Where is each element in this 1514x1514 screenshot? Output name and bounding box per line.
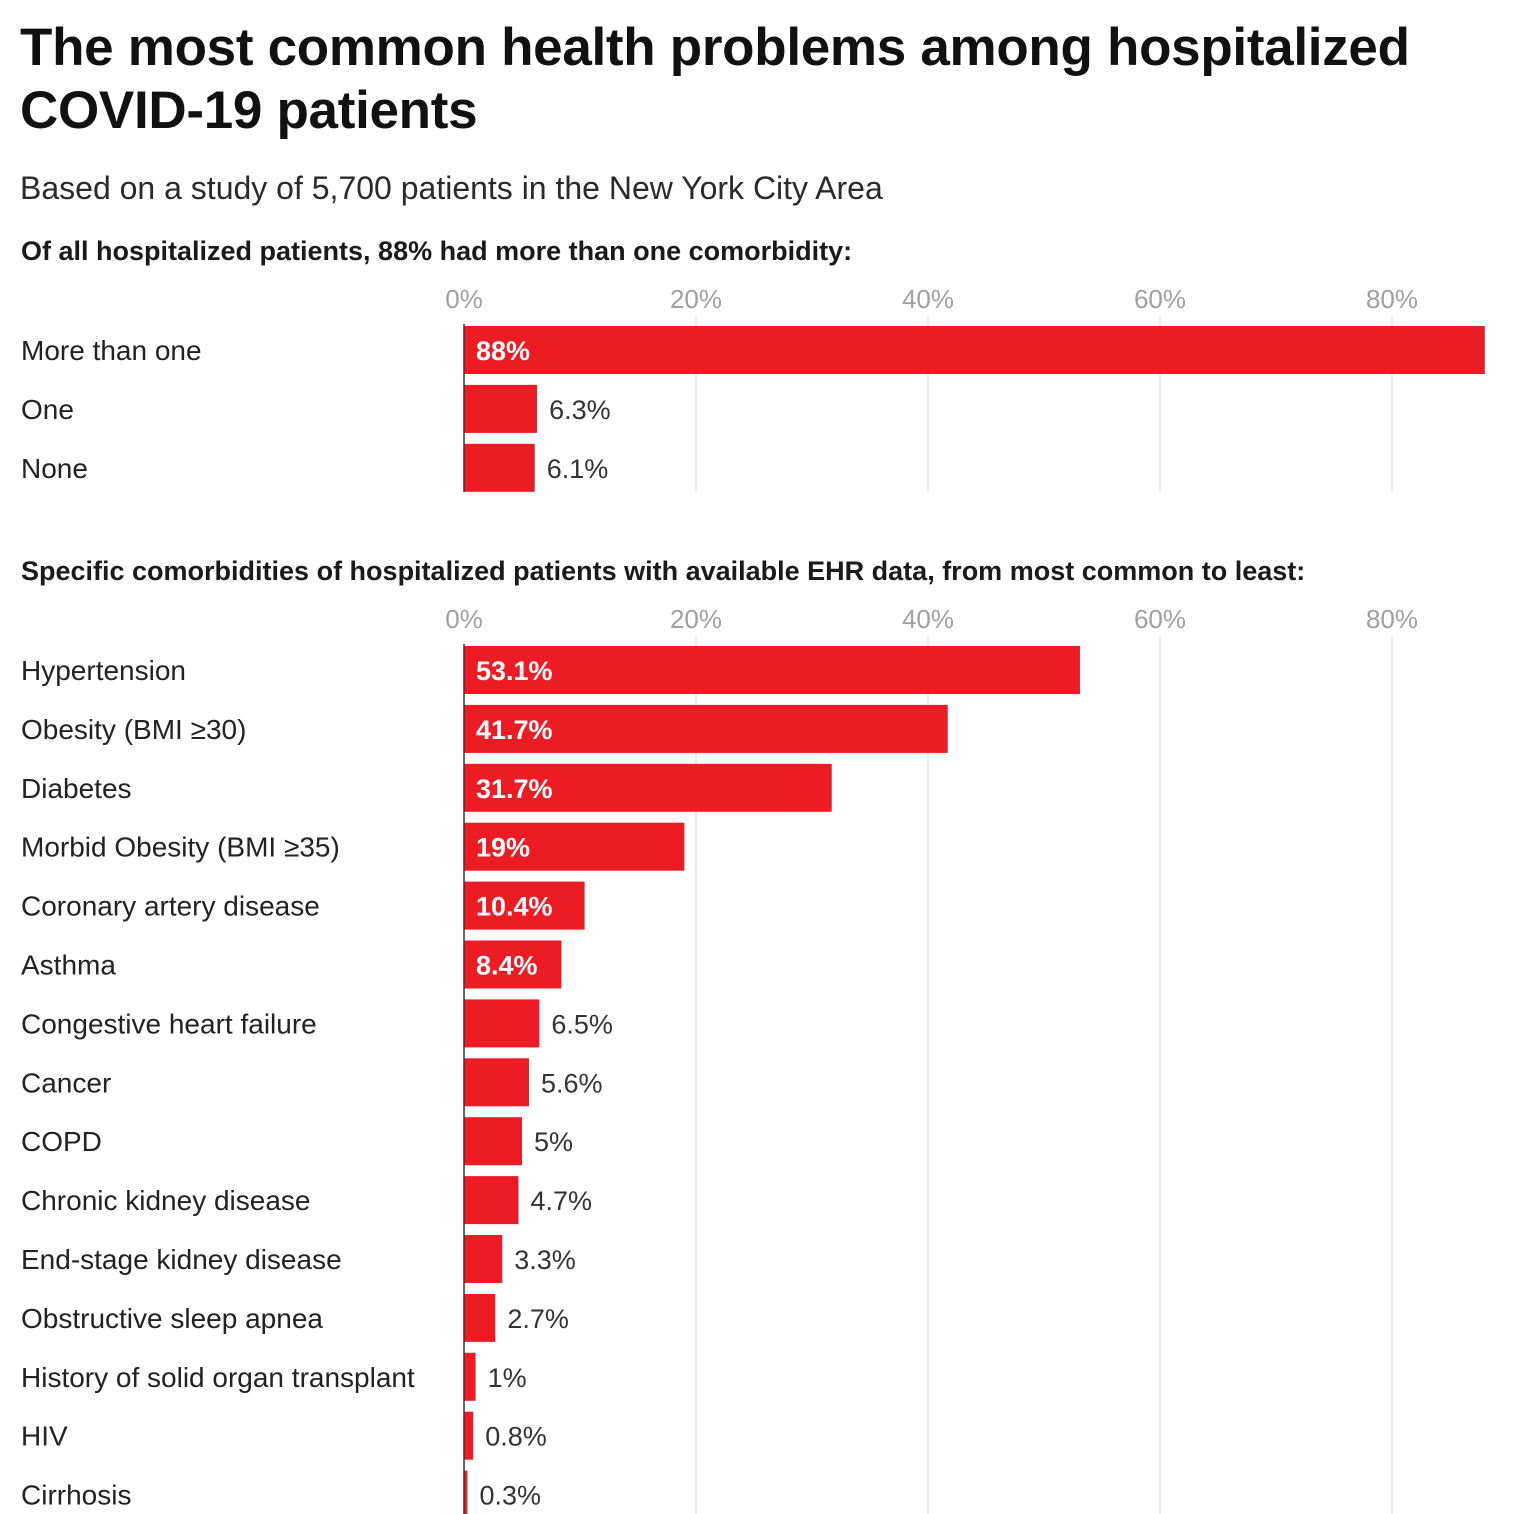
category-label: More than one	[21, 335, 202, 366]
bar	[464, 384, 538, 433]
category-label: Coronary artery disease	[21, 891, 320, 922]
category-label: Hypertension	[21, 655, 186, 686]
bar	[464, 1411, 474, 1460]
category-label: COPD	[21, 1126, 102, 1157]
x-tick-label-0: 0%	[445, 604, 483, 634]
value-label: 8.4%	[476, 951, 538, 981]
x-tick-label-60: 60%	[1134, 284, 1186, 314]
value-label: 53.1%	[476, 656, 553, 686]
category-label: HIV	[21, 1421, 68, 1452]
x-tick-label-60: 60%	[1134, 604, 1186, 634]
bar	[464, 1235, 503, 1283]
value-label: 2.7%	[507, 1304, 569, 1334]
category-label: One	[21, 394, 74, 425]
value-label: 6.3%	[549, 395, 611, 425]
value-label: 0.3%	[479, 1481, 541, 1511]
x-tick-label-80: 80%	[1366, 284, 1418, 314]
category-label: History of solid organ transplant	[21, 1362, 415, 1393]
bar	[464, 822, 685, 871]
category-label: None	[21, 453, 88, 484]
value-label: 3.3%	[514, 1245, 576, 1275]
category-label: Morbid Obesity (BMI ≥35)	[21, 832, 340, 863]
category-label: Obstructive sleep apnea	[21, 1303, 323, 1334]
chart-subtitle: Based on a study of 5,700 patients in th…	[20, 170, 883, 206]
bar	[464, 443, 535, 492]
value-label: 31.7%	[476, 774, 553, 804]
value-label: 41.7%	[476, 715, 553, 745]
category-label: Asthma	[21, 950, 116, 981]
bar	[464, 763, 832, 812]
x-tick-label-80: 80%	[1366, 604, 1418, 634]
value-label: 6.5%	[551, 1009, 613, 1039]
value-label: 4.7%	[531, 1186, 593, 1216]
category-label: Congestive heart failure	[21, 1008, 317, 1039]
bar	[464, 999, 540, 1048]
category-label: End-stage kidney disease	[21, 1244, 342, 1275]
value-label: 88%	[476, 336, 530, 366]
bar	[464, 881, 585, 930]
bar	[464, 1117, 522, 1166]
bar	[464, 940, 562, 989]
bar	[464, 1176, 519, 1225]
bar	[464, 1352, 476, 1401]
value-label: 1%	[488, 1363, 527, 1393]
bar	[464, 646, 1080, 694]
bar	[464, 326, 1485, 374]
bar	[464, 704, 948, 753]
value-label: 5%	[534, 1127, 573, 1157]
category-label: Chronic kidney disease	[21, 1185, 311, 1216]
value-label: 0.8%	[485, 1422, 547, 1452]
x-tick-label-20: 20%	[670, 604, 722, 634]
x-tick-label-0: 0%	[445, 284, 483, 314]
value-label: 19%	[476, 833, 530, 863]
category-label: Diabetes	[21, 773, 132, 804]
x-tick-label-20: 20%	[670, 284, 722, 314]
category-label: Obesity (BMI ≥30)	[21, 714, 246, 745]
section-heading-specific-comorbidities: Specific comorbidities of hospitalized p…	[21, 556, 1306, 586]
bar	[464, 1293, 496, 1342]
value-label: 6.1%	[547, 454, 609, 484]
value-label: 10.4%	[476, 892, 553, 922]
bar	[464, 1470, 468, 1514]
x-tick-label-40: 40%	[902, 604, 954, 634]
x-tick-label-40: 40%	[902, 284, 954, 314]
section-heading-comorbidity-count: Of all hospitalized patients, 88% had mo…	[21, 236, 853, 266]
category-label: Cirrhosis	[21, 1480, 131, 1511]
bar	[464, 1058, 529, 1107]
category-label: Cancer	[21, 1067, 111, 1098]
chart-title: The most common health problems among ho…	[20, 18, 1410, 140]
value-label: 5.6%	[541, 1068, 603, 1098]
